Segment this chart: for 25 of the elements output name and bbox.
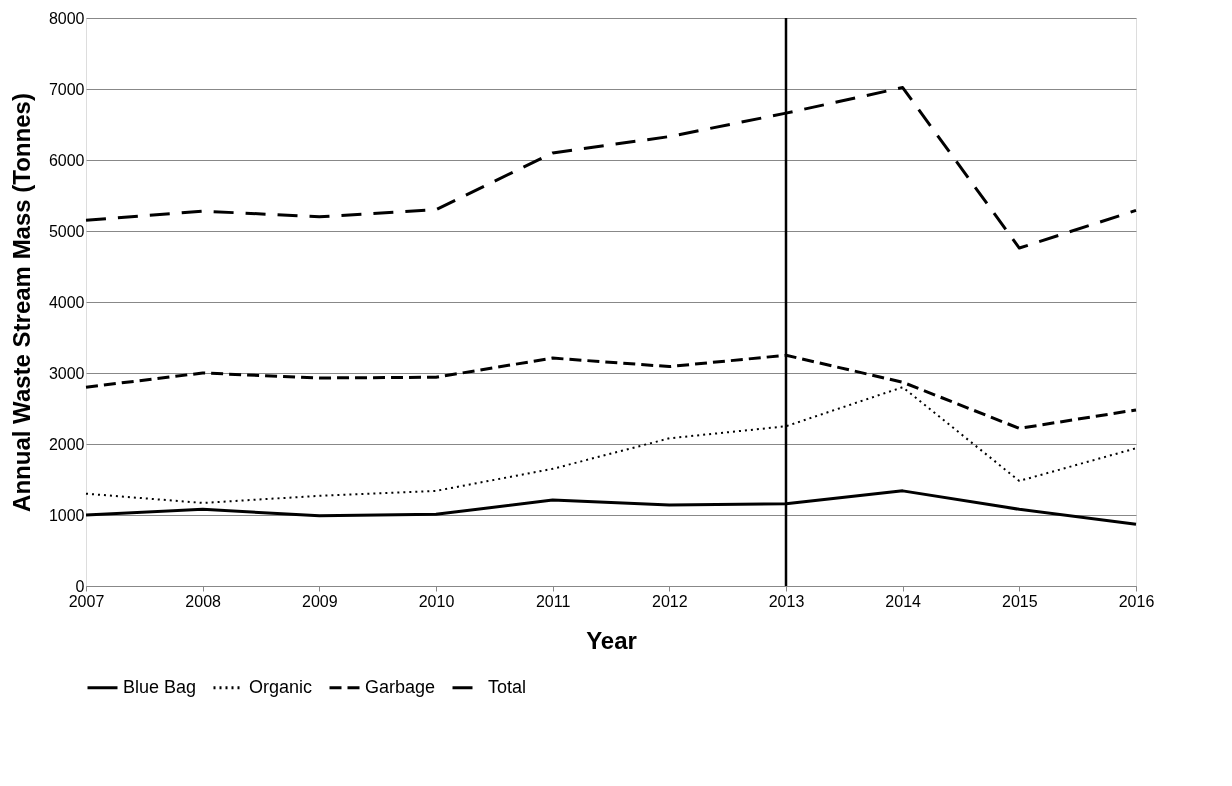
y-tick-label: 8000 xyxy=(48,9,85,27)
y-tick-label: 6000 xyxy=(48,151,85,169)
y-axis-title: Annual Waste Stream Mass (Tonnes) xyxy=(7,93,35,512)
x-tick-label: 2009 xyxy=(302,592,338,610)
y-tick-label: 2000 xyxy=(48,435,85,453)
y-tick-label: 3000 xyxy=(48,364,85,382)
y-tick-label: 5000 xyxy=(48,222,85,240)
y-tick-label: 1000 xyxy=(48,506,85,524)
y-tick-label: 7000 xyxy=(48,80,85,98)
x-tick-label: 2011 xyxy=(535,592,571,610)
x-tick-label: 2015 xyxy=(1002,592,1038,610)
y-tick-label: 4000 xyxy=(48,293,85,311)
legend-label: Total xyxy=(488,676,527,697)
y-tick-label: 0 xyxy=(75,577,85,595)
legend-label: Blue Bag xyxy=(123,676,197,697)
x-tick-label: 2007 xyxy=(68,592,105,610)
x-tick-label: 2016 xyxy=(1118,592,1155,610)
x-tick-label: 2008 xyxy=(185,592,222,610)
legend-label: Organic xyxy=(249,676,313,697)
x-tick-label: 2014 xyxy=(885,592,922,610)
x-tick-label: 2012 xyxy=(652,592,688,610)
x-tick-label: 2013 xyxy=(768,592,805,610)
x-axis-title: Year xyxy=(586,626,637,654)
legend-label: Garbage xyxy=(365,676,436,697)
x-tick-label: 2010 xyxy=(418,592,455,610)
